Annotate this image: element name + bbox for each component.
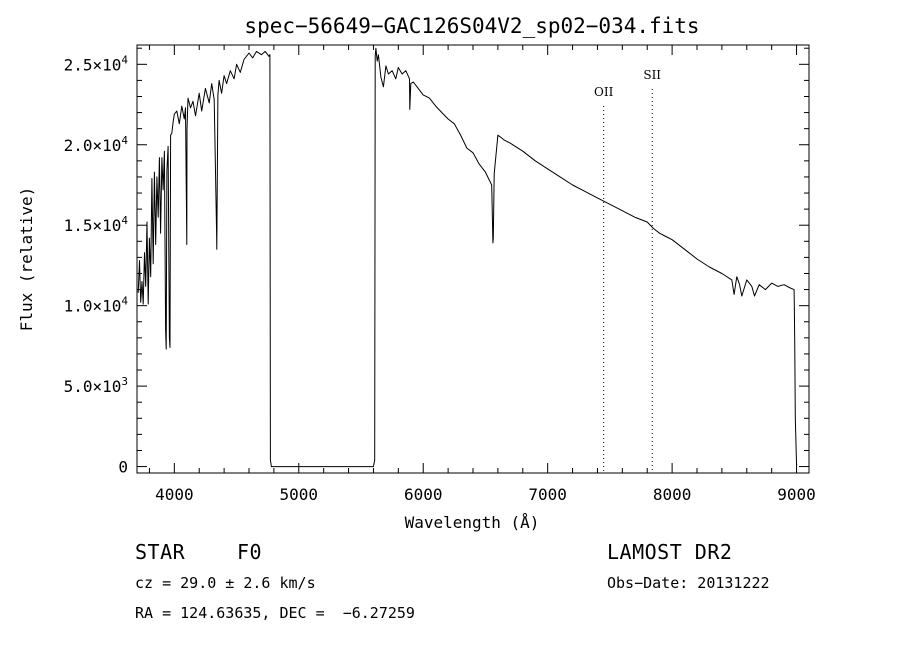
y-axis: 0 5.0×103 1.0×104 1.5×104 2.0×104 2.5×104 (64, 47, 809, 477)
chart-title: spec−56649−GAC126S04V2_sp02−034.fits (244, 14, 699, 38)
annotation-label: OII (594, 85, 614, 99)
y-tick-label: 0 (118, 458, 128, 477)
survey-name: LAMOST DR2 (607, 540, 733, 564)
annotation-label: SII (643, 68, 661, 82)
observation-date: Obs−Date: 20131222 (607, 574, 770, 592)
x-tick-label: 7000 (528, 485, 567, 504)
y-tick-label: 1.0×104 (64, 295, 129, 316)
y-tick-label: 1.5×104 (64, 214, 129, 235)
y-axis-label: Flux (relative) (17, 187, 36, 332)
line-annotations: OII SII (594, 68, 661, 473)
x-tick-label: 9000 (777, 485, 816, 504)
object-class: STAR (135, 540, 186, 564)
object-subclass: F0 (237, 540, 263, 564)
y-tick-label: 2.0×104 (64, 134, 129, 155)
x-tick-label: 4000 (155, 485, 194, 504)
y-tick-label: 5.0×103 (64, 375, 128, 396)
y-tick-label: 2.5×104 (64, 53, 129, 74)
x-axis-label: Wavelength (Å) (405, 513, 540, 532)
x-tick-label: 5000 (280, 485, 319, 504)
x-tick-label: 6000 (404, 485, 443, 504)
plot-frame (136, 44, 810, 474)
spectrum-line (137, 47, 798, 468)
coordinates: RA = 124.63635, DEC = −6.27259 (135, 604, 415, 622)
x-axis: 4000 5000 6000 7000 8000 9000 (148, 45, 816, 504)
redshift-velocity: cz = 29.0 ± 2.6 km/s (135, 574, 316, 592)
x-tick-label: 8000 (653, 485, 692, 504)
